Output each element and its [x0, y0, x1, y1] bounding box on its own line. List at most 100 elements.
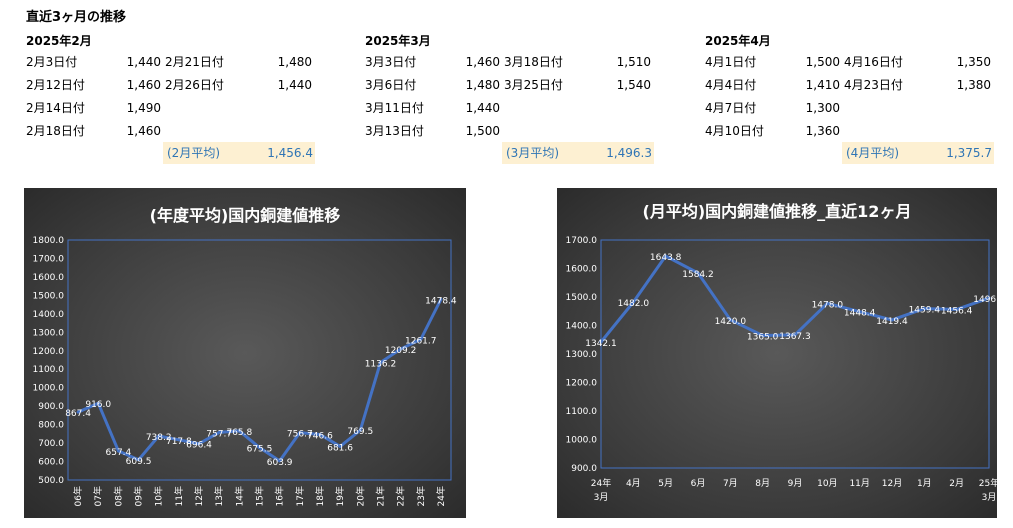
data-point	[298, 431, 302, 435]
date-cell: 3月3日付	[365, 55, 417, 69]
data-point	[137, 458, 141, 462]
month-header: 2025年3月	[365, 34, 431, 48]
average-value: 1,496.3	[606, 146, 652, 160]
data-label: 717.8	[166, 437, 192, 447]
date-cell: 2月21日付	[165, 55, 224, 69]
data-point	[761, 333, 765, 337]
data-label: 603.9	[267, 458, 293, 468]
x-tick-label: 08年	[112, 486, 124, 506]
data-label: 681.6	[327, 443, 353, 453]
x-tick-label: 9月	[788, 478, 803, 489]
chart-title: (年度平均)国内銅建値推移	[149, 206, 341, 225]
date-cell: 2月12日付	[26, 78, 85, 92]
price-cell: 1,490	[126, 101, 161, 115]
y-tick-label: 1100.0	[33, 365, 65, 375]
price-cell: 1,410	[805, 78, 840, 92]
data-label: 867.4	[65, 409, 91, 419]
date-cell: 3月18日付	[504, 55, 563, 69]
x-tick-label: 22年	[395, 486, 407, 506]
x-tick-label: 06年	[72, 486, 84, 506]
data-point	[890, 318, 894, 322]
x-tick-label: 12年	[193, 486, 205, 506]
price-cell: 1,350	[956, 55, 991, 69]
x-tick-label: 19年	[334, 486, 346, 506]
x-tick-label: 2月	[949, 478, 964, 489]
date-cell: 3月6日付	[365, 78, 417, 92]
data-label: 1448.4	[844, 309, 876, 319]
date-cell: 4月1日付	[705, 55, 757, 69]
data-label: 1209.2	[385, 346, 417, 356]
data-point	[116, 449, 120, 453]
y-tick-label: 1300.0	[566, 350, 598, 360]
month-header: 2025年4月	[705, 34, 771, 48]
y-tick-label: 600.0	[38, 458, 64, 468]
data-label: 757.7	[206, 429, 232, 439]
data-point	[318, 432, 322, 436]
data-label: 1365.0	[747, 332, 779, 342]
date-cell: 2月14日付	[26, 101, 85, 115]
y-tick-label: 1800.0	[33, 236, 65, 246]
data-label: 1342.1	[585, 339, 617, 349]
data-point	[217, 430, 221, 434]
data-label: 1459.4	[909, 306, 941, 316]
y-tick-label: 1400.0	[33, 310, 65, 320]
y-tick-label: 1000.0	[33, 384, 65, 394]
price-cell: 1,440	[277, 78, 312, 92]
date-cell: 4月7日付	[705, 101, 757, 115]
month-header: 2025年2月	[26, 34, 92, 48]
data-point	[278, 459, 282, 463]
average-label: (3月平均)	[506, 146, 559, 160]
data-point	[258, 446, 261, 450]
series-line	[77, 298, 443, 463]
x-tick-label: 11月	[849, 478, 869, 489]
average-label: (4月平均)	[846, 146, 899, 160]
price-cell: 1,480	[465, 78, 500, 92]
page-title: 直近3ヶ月の推移	[26, 10, 127, 25]
price-cell: 1,360	[805, 124, 840, 138]
data-label: 1261.7	[405, 336, 437, 346]
y-tick-label: 1200.0	[33, 347, 65, 357]
y-tick-label: 900.0	[38, 402, 64, 412]
x-tick-label: 16年	[274, 486, 286, 506]
series-line	[599, 254, 990, 343]
plot-area	[600, 239, 990, 469]
x-tick-label: 21年	[374, 486, 386, 506]
price-cell: 1,440	[465, 101, 500, 115]
data-point	[955, 307, 959, 311]
y-tick-label: 800.0	[38, 421, 64, 431]
data-label: 1136.2	[365, 360, 397, 370]
x-tick-label: 24年	[435, 486, 447, 506]
data-point	[157, 434, 161, 438]
date-cell: 3月13日付	[365, 124, 424, 138]
x-tick-label: 17年	[294, 486, 306, 506]
data-point	[197, 442, 201, 446]
data-point	[599, 340, 603, 344]
x-tick-label: 10月	[817, 478, 837, 489]
data-label: 1584.2	[682, 270, 714, 280]
y-tick-label: 1100.0	[566, 407, 598, 417]
data-label: 1419.4	[876, 317, 908, 327]
x-tick-label: 4月	[626, 478, 641, 489]
average-value: 1,375.7	[946, 146, 992, 160]
monthly-average-chart: (月平均)国内銅建値推移_直近12ヶ月 1700.0 1600.0 1500.0 14…	[557, 188, 997, 518]
data-point	[96, 401, 100, 405]
price-cell: 1,380	[956, 78, 991, 92]
data-point	[825, 301, 829, 305]
average-box: (4月平均) 1,375.7	[842, 142, 994, 164]
x-tick-label: 07年	[92, 486, 104, 506]
y-tick-label: 1300.0	[33, 328, 65, 338]
x-tick-label: 14年	[233, 486, 245, 506]
x-tick-label: 15年	[254, 486, 266, 506]
price-cell: 1,300	[805, 101, 840, 115]
data-point	[728, 318, 732, 322]
data-point	[793, 333, 797, 337]
y-tick-label: 1400.0	[566, 322, 598, 332]
x-tick-label: 8月	[755, 478, 770, 489]
annual-average-chart: (年度平均)国内銅建値推移 1800.0 1700.0 1600.0 1500.0 14…	[24, 188, 466, 518]
x-tick-label: 5月	[658, 478, 673, 489]
data-label: 1643.8	[650, 253, 682, 263]
y-tick-label: 1500.0	[566, 293, 598, 303]
data-label: 1478.4	[425, 296, 457, 306]
y-tick-label: 1500.0	[33, 291, 65, 301]
data-label: 1496.3	[973, 295, 997, 305]
